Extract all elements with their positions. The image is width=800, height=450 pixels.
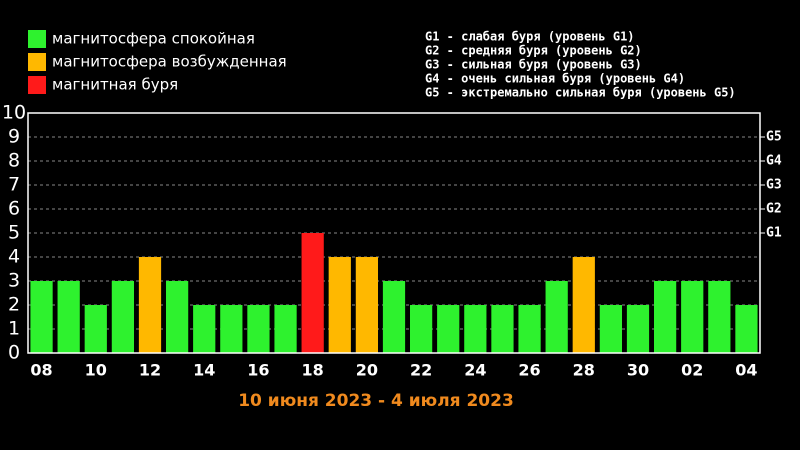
legend-swatch	[28, 76, 46, 94]
y-tick-label: 10	[2, 102, 26, 124]
scale-note: G1 - слабая буря (уровень G1)	[425, 30, 635, 44]
bar	[518, 305, 541, 353]
x-tick-label: 22	[410, 361, 432, 380]
bar	[599, 305, 623, 353]
x-tick-label: 10	[85, 361, 107, 380]
x-tick-label: 24	[464, 361, 486, 380]
x-tick-label: 12	[139, 361, 161, 380]
bar	[220, 305, 243, 353]
bar	[138, 257, 162, 353]
bar	[301, 233, 324, 353]
y-tick-label: 6	[8, 198, 20, 220]
x-tick-label: 30	[627, 361, 649, 380]
bar	[30, 281, 53, 353]
bar	[57, 281, 80, 353]
bar	[572, 257, 595, 353]
bar	[653, 281, 677, 353]
y-tick-label: 3	[8, 270, 20, 292]
x-tick-label: 14	[193, 361, 215, 380]
y-tick-label: 5	[8, 222, 20, 244]
y-tick-label: 4	[8, 246, 20, 268]
x-tick-label: 26	[518, 361, 540, 380]
scale-note: G5 - экстремально сильная буря (уровень …	[425, 86, 736, 100]
x-tick-label: 08	[30, 361, 52, 380]
y-tick-label: 2	[8, 294, 20, 316]
x-tick-label: 04	[735, 361, 757, 380]
x-tick-label: 28	[573, 361, 595, 380]
bar	[626, 305, 650, 353]
legend-label: магнитная буря	[52, 76, 178, 94]
legend-swatch	[28, 53, 46, 71]
scale-note: G4 - очень сильная буря (уровень G4)	[425, 72, 685, 86]
y-tick-label: 0	[8, 342, 20, 364]
x-tick-label: 20	[356, 361, 378, 380]
scale-note: G3 - сильная буря (уровень G3)	[425, 58, 642, 72]
bar	[355, 257, 379, 353]
y2-tick-label: G3	[766, 178, 782, 193]
y-tick-label: 8	[8, 150, 20, 172]
bar	[165, 281, 189, 353]
bar	[409, 305, 433, 353]
bar	[274, 305, 297, 353]
legend-swatch	[28, 30, 46, 48]
y-tick-label: 1	[8, 318, 20, 340]
y2-tick-label: G4	[766, 154, 782, 169]
scale-note: G2 - средняя буря (уровень G2)	[425, 44, 642, 58]
bar	[708, 281, 731, 353]
bar	[247, 305, 270, 353]
legend-label: магнитосфера спокойная	[52, 30, 255, 48]
x-tick-label: 16	[247, 361, 269, 380]
y2-tick-label: G2	[766, 202, 782, 217]
bar	[464, 305, 487, 353]
y2-tick-label: G5	[766, 130, 782, 145]
legend-label: магнитосфера возбужденная	[52, 53, 287, 71]
bar	[382, 281, 406, 353]
x-tick-label: 18	[302, 361, 324, 380]
bar	[545, 281, 568, 353]
x-tick-label: 02	[681, 361, 703, 380]
y-tick-label: 9	[8, 126, 20, 148]
bar	[328, 257, 351, 353]
bar	[735, 305, 758, 353]
chart-title: 10 июня 2023 - 4 июля 2023	[238, 391, 514, 411]
y2-tick-label: G1	[766, 226, 782, 241]
bar	[491, 305, 514, 353]
bar	[437, 305, 460, 353]
y-tick-label: 7	[8, 174, 20, 196]
bar	[111, 281, 135, 353]
plot-frame	[27, 112, 761, 354]
bar	[193, 305, 216, 353]
bar	[681, 281, 704, 353]
bar	[84, 305, 107, 353]
